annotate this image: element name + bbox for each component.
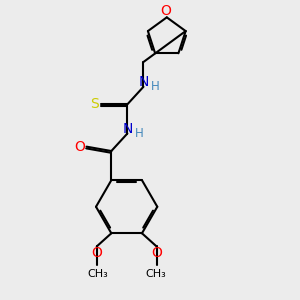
Text: N: N (138, 75, 148, 89)
Text: O: O (91, 246, 102, 260)
Text: H: H (151, 80, 160, 93)
Text: O: O (151, 246, 162, 260)
Text: CH₃: CH₃ (146, 269, 167, 279)
Text: S: S (90, 97, 99, 111)
Text: O: O (75, 140, 86, 154)
Text: N: N (122, 122, 133, 136)
Text: H: H (135, 127, 144, 140)
Text: CH₃: CH₃ (87, 269, 108, 279)
Text: O: O (160, 4, 171, 18)
